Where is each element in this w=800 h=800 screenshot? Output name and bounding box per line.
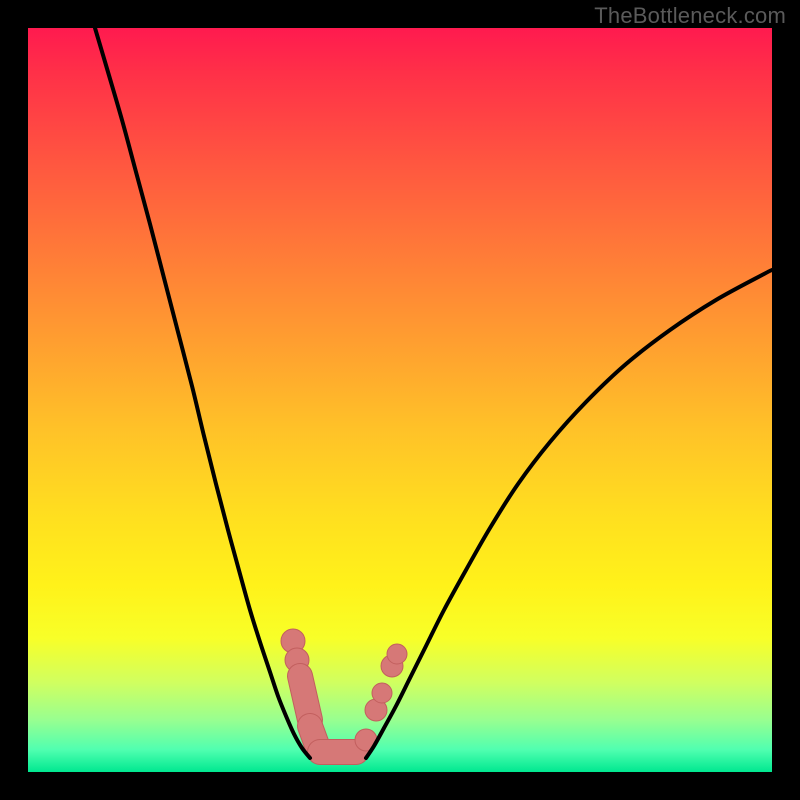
minimum-marker-worm [281, 629, 407, 752]
left-descent-curve [95, 28, 310, 758]
curve-overlay [0, 0, 800, 800]
right-ascent-curve [366, 270, 772, 758]
attribution-text: TheBottleneck.com [594, 3, 786, 29]
outer-frame: TheBottleneck.com [0, 0, 800, 800]
